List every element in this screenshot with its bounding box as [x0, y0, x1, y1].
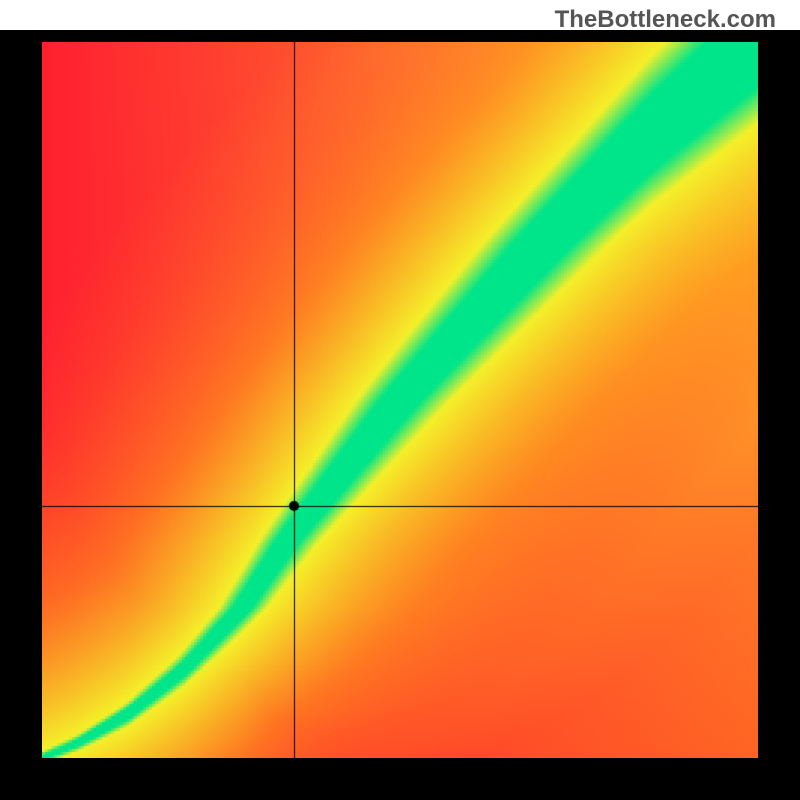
chart-container: TheBottleneck.com — [0, 0, 800, 800]
watermark-text: TheBottleneck.com — [555, 6, 776, 34]
frame-right — [758, 42, 800, 758]
frame-left — [0, 42, 42, 758]
heatmap-plot — [42, 42, 758, 758]
frame-bottom — [0, 758, 800, 800]
